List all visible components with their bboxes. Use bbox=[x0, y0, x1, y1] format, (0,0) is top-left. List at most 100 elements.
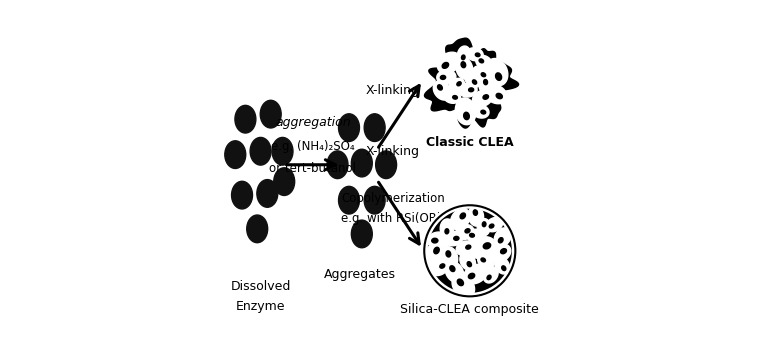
Ellipse shape bbox=[445, 229, 449, 234]
Polygon shape bbox=[490, 244, 511, 262]
Ellipse shape bbox=[440, 264, 445, 268]
Ellipse shape bbox=[501, 249, 506, 254]
Polygon shape bbox=[444, 90, 461, 103]
Polygon shape bbox=[469, 237, 496, 259]
Ellipse shape bbox=[272, 138, 293, 165]
Text: Dissolved: Dissolved bbox=[230, 280, 291, 293]
Ellipse shape bbox=[483, 243, 490, 249]
Polygon shape bbox=[425, 38, 519, 128]
Ellipse shape bbox=[479, 59, 483, 63]
Ellipse shape bbox=[465, 229, 470, 233]
Polygon shape bbox=[440, 247, 458, 269]
Ellipse shape bbox=[327, 151, 348, 179]
Ellipse shape bbox=[453, 96, 458, 99]
Ellipse shape bbox=[469, 234, 474, 237]
Ellipse shape bbox=[351, 220, 373, 248]
Polygon shape bbox=[430, 260, 448, 275]
Polygon shape bbox=[451, 209, 470, 230]
Ellipse shape bbox=[457, 82, 461, 86]
Circle shape bbox=[423, 204, 516, 297]
Ellipse shape bbox=[473, 80, 476, 84]
Text: X-linking: X-linking bbox=[366, 84, 419, 97]
Ellipse shape bbox=[364, 114, 385, 141]
Ellipse shape bbox=[467, 262, 472, 267]
Ellipse shape bbox=[454, 236, 459, 240]
Polygon shape bbox=[469, 206, 483, 226]
Polygon shape bbox=[437, 52, 461, 73]
Ellipse shape bbox=[462, 55, 465, 60]
Ellipse shape bbox=[496, 73, 501, 80]
Ellipse shape bbox=[487, 275, 491, 280]
Polygon shape bbox=[478, 255, 494, 268]
Ellipse shape bbox=[481, 73, 486, 77]
Ellipse shape bbox=[260, 100, 281, 128]
Polygon shape bbox=[476, 55, 492, 69]
Ellipse shape bbox=[274, 168, 294, 196]
Ellipse shape bbox=[433, 247, 439, 254]
Ellipse shape bbox=[376, 151, 397, 179]
Text: Silica-CLEA composite: Silica-CLEA composite bbox=[401, 303, 539, 316]
Ellipse shape bbox=[483, 222, 486, 227]
Polygon shape bbox=[494, 228, 512, 247]
Polygon shape bbox=[437, 70, 456, 84]
Ellipse shape bbox=[247, 215, 268, 243]
Polygon shape bbox=[473, 66, 489, 80]
Polygon shape bbox=[483, 267, 498, 283]
Text: Enzyme: Enzyme bbox=[236, 300, 285, 313]
Ellipse shape bbox=[458, 279, 463, 286]
Ellipse shape bbox=[450, 266, 455, 272]
Text: e.g. (NH₄)₂SO₄: e.g. (NH₄)₂SO₄ bbox=[271, 140, 355, 153]
Polygon shape bbox=[458, 83, 477, 97]
Ellipse shape bbox=[338, 186, 359, 214]
Ellipse shape bbox=[498, 238, 503, 243]
Ellipse shape bbox=[465, 245, 471, 249]
Polygon shape bbox=[472, 104, 489, 118]
Ellipse shape bbox=[338, 114, 359, 141]
Ellipse shape bbox=[364, 186, 385, 214]
Text: Classic CLEA: Classic CLEA bbox=[426, 136, 514, 149]
Polygon shape bbox=[440, 219, 454, 237]
Ellipse shape bbox=[483, 95, 488, 99]
Polygon shape bbox=[477, 218, 490, 236]
Polygon shape bbox=[452, 274, 475, 298]
Ellipse shape bbox=[464, 112, 469, 120]
Polygon shape bbox=[455, 225, 473, 240]
Ellipse shape bbox=[489, 224, 494, 228]
Text: aggregation: aggregation bbox=[275, 116, 351, 129]
Ellipse shape bbox=[351, 149, 373, 177]
Polygon shape bbox=[458, 46, 470, 63]
Ellipse shape bbox=[461, 62, 465, 68]
Ellipse shape bbox=[432, 238, 438, 243]
Ellipse shape bbox=[473, 210, 477, 215]
Polygon shape bbox=[494, 257, 509, 274]
Ellipse shape bbox=[501, 266, 506, 271]
Text: Aggregates: Aggregates bbox=[324, 268, 396, 281]
Text: X-linking: X-linking bbox=[366, 145, 419, 158]
Polygon shape bbox=[456, 58, 473, 79]
Polygon shape bbox=[427, 232, 450, 249]
Polygon shape bbox=[455, 98, 476, 125]
Ellipse shape bbox=[446, 251, 451, 257]
Text: or tert-butanol: or tert-butanol bbox=[269, 162, 356, 175]
Polygon shape bbox=[473, 90, 492, 107]
Ellipse shape bbox=[250, 138, 271, 165]
Polygon shape bbox=[484, 84, 507, 104]
Text: Copolymerization: Copolymerization bbox=[341, 192, 445, 205]
Ellipse shape bbox=[442, 62, 448, 68]
Ellipse shape bbox=[235, 105, 256, 133]
Ellipse shape bbox=[481, 258, 486, 262]
Polygon shape bbox=[479, 76, 493, 95]
Ellipse shape bbox=[469, 273, 475, 279]
Ellipse shape bbox=[481, 110, 486, 114]
Polygon shape bbox=[486, 59, 508, 86]
Ellipse shape bbox=[225, 141, 246, 168]
Ellipse shape bbox=[496, 93, 502, 99]
Ellipse shape bbox=[257, 180, 278, 207]
Polygon shape bbox=[444, 232, 462, 246]
Ellipse shape bbox=[476, 53, 480, 57]
Polygon shape bbox=[464, 264, 487, 284]
Polygon shape bbox=[460, 252, 476, 270]
Ellipse shape bbox=[440, 75, 446, 79]
Ellipse shape bbox=[483, 80, 487, 85]
Polygon shape bbox=[486, 217, 503, 232]
